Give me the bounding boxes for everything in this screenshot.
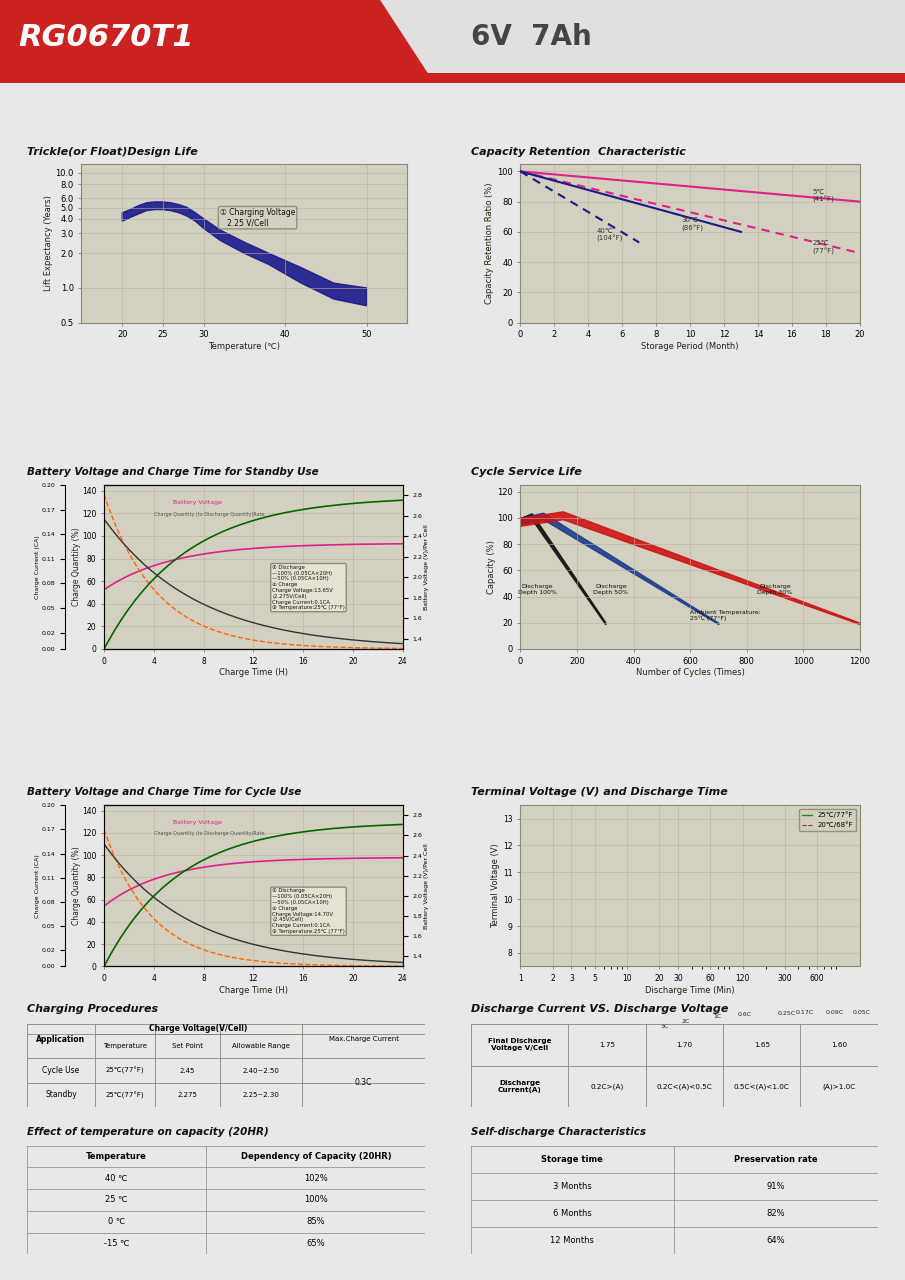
Text: 0.6C: 0.6C <box>738 1012 751 1018</box>
Text: 2.45: 2.45 <box>180 1068 195 1074</box>
Text: 1.70: 1.70 <box>676 1042 692 1048</box>
Text: 25℃(77°F): 25℃(77°F) <box>105 1092 144 1098</box>
Text: 25℃
(77°F): 25℃ (77°F) <box>813 241 834 255</box>
Text: Charge Quantity (to Discharge Quantity)Rate: Charge Quantity (to Discharge Quantity)R… <box>154 831 264 836</box>
Text: 2.275: 2.275 <box>177 1092 197 1098</box>
Text: Cycle Use: Cycle Use <box>43 1066 80 1075</box>
Polygon shape <box>380 0 905 83</box>
Text: 85%: 85% <box>307 1217 325 1226</box>
Y-axis label: Charge Current (CA): Charge Current (CA) <box>35 535 41 599</box>
Text: Battery Voltage and Charge Time for Standby Use: Battery Voltage and Charge Time for Stan… <box>27 467 319 477</box>
Text: Final Discharge
Voltage V/Cell: Final Discharge Voltage V/Cell <box>488 1038 551 1051</box>
Text: ① Discharge
—100% (0.05CA×20H)
—50% (0.05CA×10H)
② Charge
Charge Voltage:14.70V
: ① Discharge —100% (0.05CA×20H) —50% (0.0… <box>272 888 345 934</box>
Text: 65%: 65% <box>307 1239 325 1248</box>
Text: 2.25~2.30: 2.25~2.30 <box>243 1092 280 1098</box>
Text: 0.09C: 0.09C <box>825 1010 843 1015</box>
Y-axis label: Capacity Retention Ratio (%): Capacity Retention Ratio (%) <box>485 183 494 303</box>
Text: 30℃
(86°F): 30℃ (86°F) <box>681 218 703 232</box>
Text: Dependency of Capacity (20HR): Dependency of Capacity (20HR) <box>241 1152 391 1161</box>
Text: RG0670T1: RG0670T1 <box>18 23 194 52</box>
Text: 40 ℃: 40 ℃ <box>106 1174 128 1183</box>
Text: Charge Voltage(V/Cell): Charge Voltage(V/Cell) <box>149 1024 248 1033</box>
X-axis label: Charge Time (H): Charge Time (H) <box>219 668 288 677</box>
Text: Trickle(or Float)Design Life: Trickle(or Float)Design Life <box>27 147 198 157</box>
Text: 91%: 91% <box>767 1181 786 1190</box>
Text: 2.40~2.50: 2.40~2.50 <box>243 1068 280 1074</box>
Y-axis label: Terminal Voltage (V): Terminal Voltage (V) <box>491 844 500 928</box>
X-axis label: Storage Period (Month): Storage Period (Month) <box>642 342 738 351</box>
Text: Preservation rate: Preservation rate <box>734 1155 818 1164</box>
Text: Max.Charge Current: Max.Charge Current <box>329 1037 398 1042</box>
Text: Charging Procedures: Charging Procedures <box>27 1004 158 1014</box>
Text: Ambient Temperature:
25℃ (77°F): Ambient Temperature: 25℃ (77°F) <box>691 609 761 621</box>
Text: 3C: 3C <box>661 1024 669 1029</box>
Text: ① Charging Voltage
   2.25 V/Cell: ① Charging Voltage 2.25 V/Cell <box>220 207 295 228</box>
Text: Discharge Current VS. Discharge Voltage: Discharge Current VS. Discharge Voltage <box>471 1004 728 1014</box>
Y-axis label: Battery Voltage (V)/Per Cell: Battery Voltage (V)/Per Cell <box>424 844 429 928</box>
Y-axis label: Charge Quantity (%): Charge Quantity (%) <box>71 527 81 607</box>
Text: 12 Months: 12 Months <box>550 1236 595 1245</box>
Text: 6 Months: 6 Months <box>553 1210 592 1219</box>
Legend: 25℃/77°F, 20℃/68°F: 25℃/77°F, 20℃/68°F <box>799 809 856 831</box>
Text: Battery Voltage and Charge Time for Cycle Use: Battery Voltage and Charge Time for Cycl… <box>27 787 301 797</box>
Text: 40℃
(104°F): 40℃ (104°F) <box>596 228 624 242</box>
Text: Temperature: Temperature <box>86 1152 148 1161</box>
Text: 1.75: 1.75 <box>599 1042 615 1048</box>
Text: 1C: 1C <box>713 1015 722 1019</box>
Text: Self-discharge Characteristics: Self-discharge Characteristics <box>471 1126 645 1137</box>
Text: Set Point: Set Point <box>172 1043 203 1050</box>
Text: Application: Application <box>36 1034 86 1043</box>
Text: 0.25C: 0.25C <box>778 1011 796 1016</box>
X-axis label: Number of Cycles (Times): Number of Cycles (Times) <box>635 668 745 677</box>
Text: 0 ℃: 0 ℃ <box>108 1217 126 1226</box>
Y-axis label: Charge Current (CA): Charge Current (CA) <box>35 854 41 918</box>
Text: Cycle Service Life: Cycle Service Life <box>471 467 581 477</box>
Text: 82%: 82% <box>767 1210 786 1219</box>
Text: 25 ℃: 25 ℃ <box>106 1196 128 1204</box>
Text: Battery Voltage: Battery Voltage <box>173 820 222 826</box>
Text: Standby: Standby <box>45 1091 77 1100</box>
Text: 2C: 2C <box>681 1019 690 1024</box>
Text: 1.60: 1.60 <box>831 1042 847 1048</box>
Text: 0.05C: 0.05C <box>853 1010 871 1015</box>
Text: (A)>1.0C: (A)>1.0C <box>823 1083 856 1089</box>
Text: 102%: 102% <box>304 1174 328 1183</box>
Bar <box>0 73 905 83</box>
Text: 3 Months: 3 Months <box>553 1181 592 1190</box>
Text: Battery Voltage: Battery Voltage <box>173 500 222 506</box>
Text: 0.2C<(A)<0.5C: 0.2C<(A)<0.5C <box>656 1083 712 1089</box>
Text: 0.2C>(A): 0.2C>(A) <box>590 1083 624 1089</box>
Polygon shape <box>122 202 367 306</box>
Y-axis label: Battery Voltage (V)/Per Cell: Battery Voltage (V)/Per Cell <box>424 525 429 609</box>
X-axis label: Temperature (℃): Temperature (℃) <box>208 342 281 351</box>
Text: Charge Quantity (to Discharge Quantity)Rate: Charge Quantity (to Discharge Quantity)R… <box>154 512 264 517</box>
Text: Effect of temperature on capacity (20HR): Effect of temperature on capacity (20HR) <box>27 1126 269 1137</box>
Text: Discharge
Current(A): Discharge Current(A) <box>498 1080 541 1093</box>
Y-axis label: Charge Quantity (%): Charge Quantity (%) <box>71 846 81 925</box>
Text: 25℃(77°F): 25℃(77°F) <box>105 1068 144 1074</box>
Polygon shape <box>0 0 434 83</box>
X-axis label: Charge Time (H): Charge Time (H) <box>219 986 288 995</box>
Text: 0.5C<(A)<1.0C: 0.5C<(A)<1.0C <box>734 1083 790 1089</box>
Text: Temperature: Temperature <box>102 1043 147 1050</box>
Text: Discharge
Depth 30%: Discharge Depth 30% <box>757 584 793 595</box>
Text: 64%: 64% <box>767 1236 786 1245</box>
Y-axis label: Lift Expectancy (Years): Lift Expectancy (Years) <box>43 196 52 291</box>
Text: 0.3C: 0.3C <box>355 1078 372 1087</box>
Text: Allowable Range: Allowable Range <box>233 1043 290 1050</box>
Text: Terminal Voltage (V) and Discharge Time: Terminal Voltage (V) and Discharge Time <box>471 787 728 797</box>
Text: Storage time: Storage time <box>541 1155 604 1164</box>
Text: 5℃
(41°F): 5℃ (41°F) <box>813 188 834 204</box>
Text: 0.17C: 0.17C <box>795 1010 814 1015</box>
Text: -15 ℃: -15 ℃ <box>104 1239 129 1248</box>
Text: ① Discharge
—100% (0.05CA×20H)
—50% (0.05CA×10H)
② Charge
Charge Voltage:13.65V
: ① Discharge —100% (0.05CA×20H) —50% (0.0… <box>272 564 345 611</box>
Text: 100%: 100% <box>304 1196 328 1204</box>
Text: Capacity Retention  Characteristic: Capacity Retention Characteristic <box>471 147 685 157</box>
Y-axis label: Capacity (%): Capacity (%) <box>487 540 496 594</box>
X-axis label: Discharge Time (Min): Discharge Time (Min) <box>645 986 735 995</box>
Text: 6V  7Ah: 6V 7Ah <box>471 23 591 51</box>
Text: 1.65: 1.65 <box>754 1042 770 1048</box>
Text: Discharge
Depth 50%: Discharge Depth 50% <box>594 584 628 595</box>
Text: Discharge
Depth 100%: Discharge Depth 100% <box>518 584 557 595</box>
